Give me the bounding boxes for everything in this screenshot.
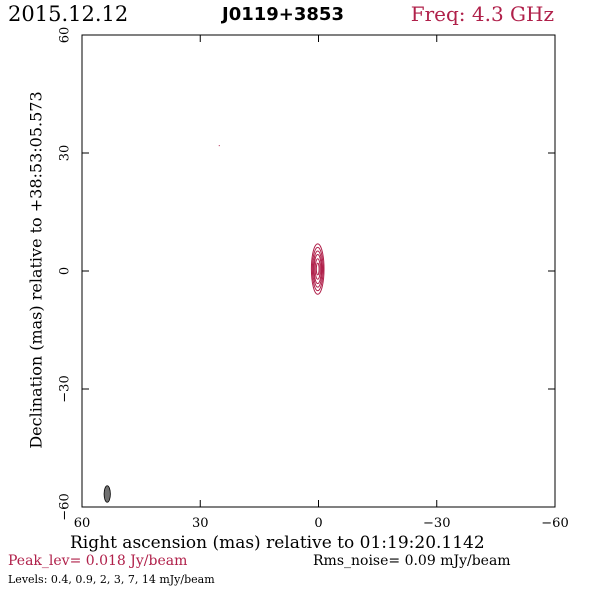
y-tick-label: 0 <box>57 266 73 276</box>
contour-level-14 <box>315 262 320 276</box>
source-name: J0119+3853 <box>222 4 344 25</box>
x-tick-label: 60 <box>73 516 91 531</box>
noise-specks <box>218 145 220 147</box>
observation-date: 2015.12.12 <box>8 2 129 26</box>
contour-level-2 <box>312 250 323 288</box>
contour-level-7 <box>314 258 321 280</box>
contour-level-3 <box>313 253 322 285</box>
contour-level-0-9 <box>311 246 324 292</box>
x-axis-label: Right ascension (mas) relative to 01:19:… <box>70 533 485 553</box>
contour-level-0-4 <box>310 243 325 295</box>
noise-speck <box>218 145 220 147</box>
axis-ticks <box>81 34 556 508</box>
beam-ellipse <box>103 485 111 503</box>
y-tick-label: −60 <box>57 493 73 521</box>
x-tick-label: 0 <box>314 516 323 531</box>
y-axis-label: Declination (mas) relative to +38:53:05.… <box>26 91 46 449</box>
plot-frame <box>81 34 556 508</box>
rms-noise: Rms_noise= 0.09 mJy/beam <box>313 553 511 569</box>
x-tick-label: −30 <box>423 516 451 531</box>
x-tick-label: −60 <box>541 516 569 531</box>
contour-levels: Levels: 0.4, 0.9, 2, 3, 7, 14 mJy/beam <box>8 573 215 586</box>
frequency-label: Freq: 4.3 GHz <box>410 2 554 26</box>
source-contours <box>310 243 325 295</box>
y-tick-label: 60 <box>57 26 73 44</box>
y-tick-label: 30 <box>57 144 73 162</box>
beam-ellipse-group <box>103 485 111 503</box>
x-tick-label: 30 <box>191 516 209 531</box>
y-tick-label: −30 <box>57 375 73 403</box>
peak-level: Peak_lev= 0.018 Jy/beam <box>8 553 188 569</box>
